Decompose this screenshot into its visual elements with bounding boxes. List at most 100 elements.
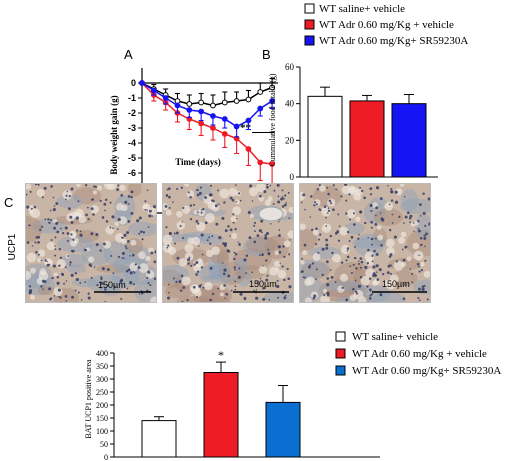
tissue-nucleus bbox=[371, 293, 374, 296]
tissue-droplet bbox=[219, 188, 230, 199]
chart-c-ytick-label: 50 bbox=[100, 440, 108, 449]
chart-a-annotation: ** bbox=[240, 122, 252, 134]
tissue-patch bbox=[352, 266, 366, 293]
tissue-nucleus bbox=[229, 228, 233, 232]
tissue-nucleus bbox=[54, 254, 57, 257]
tissue-nucleus bbox=[321, 273, 324, 276]
tissue-nucleus bbox=[51, 276, 54, 280]
tissue-nucleus bbox=[375, 253, 379, 256]
tissue-nucleus bbox=[264, 236, 268, 240]
tissue-nucleus bbox=[359, 266, 362, 269]
tissue-nucleus bbox=[374, 223, 378, 226]
ucp1-area-bar-chart: BAT UCP1 positive area 0 50 100 150 200 250 30… bbox=[84, 348, 380, 461]
tissue-nucleus bbox=[46, 260, 48, 263]
tissue-patch bbox=[193, 286, 230, 302]
tissue-nucleus bbox=[350, 235, 354, 239]
tissue-nucleus bbox=[372, 272, 376, 276]
tissue-droplet bbox=[386, 247, 395, 256]
tissue-nucleus bbox=[285, 202, 288, 204]
tissue-nucleus bbox=[65, 280, 68, 282]
chart-a-point bbox=[150, 87, 157, 94]
tissue-nucleus bbox=[64, 295, 68, 298]
tissue-nucleus bbox=[318, 184, 321, 187]
tissue-nucleus bbox=[138, 232, 141, 235]
tissue-nucleus bbox=[423, 284, 426, 287]
tissue-nucleus bbox=[402, 258, 406, 262]
tissue-nucleus bbox=[209, 298, 212, 302]
tissue-nucleus bbox=[44, 259, 47, 262]
tissue-nucleus bbox=[313, 204, 316, 207]
tissue-nucleus bbox=[147, 281, 150, 285]
tissue-nucleus bbox=[254, 222, 257, 224]
tissue-nucleus bbox=[266, 185, 269, 189]
tissue-nucleus bbox=[131, 253, 135, 257]
tissue-nucleus bbox=[354, 290, 358, 293]
tissue-nucleus bbox=[352, 288, 355, 291]
tissue-nucleus bbox=[178, 280, 182, 284]
legend-bottom-item-2: WT Adr 0.60 mg/Kg + vehicle bbox=[335, 348, 487, 360]
tissue-droplet bbox=[114, 221, 119, 227]
panel-letter-b: B bbox=[262, 47, 271, 62]
tissue-nucleus bbox=[325, 247, 329, 250]
tissue-nucleus bbox=[168, 195, 171, 199]
tissue-droplet bbox=[30, 267, 36, 274]
tissue-nucleus bbox=[127, 195, 131, 198]
tissue-nucleus bbox=[79, 281, 82, 284]
chart-c-ytick-label: 150 bbox=[96, 414, 108, 423]
tissue-nucleus bbox=[129, 255, 131, 257]
tissue-nucleus bbox=[428, 222, 430, 226]
tissue-nucleus bbox=[137, 266, 141, 270]
tissue-nucleus bbox=[326, 186, 329, 189]
chart-b-bar bbox=[391, 103, 427, 178]
tissue-droplet bbox=[206, 249, 214, 258]
tissue-nucleus bbox=[64, 266, 67, 269]
tissue-nucleus bbox=[209, 242, 212, 245]
tissue-droplet bbox=[313, 199, 321, 206]
tissue-nucleus bbox=[172, 277, 175, 280]
tissue-nucleus bbox=[198, 245, 200, 247]
tissue-nucleus bbox=[283, 255, 286, 258]
tissue-nucleus bbox=[423, 237, 427, 240]
tissue-patch bbox=[67, 264, 87, 274]
tissue-nucleus bbox=[309, 216, 311, 218]
tissue-nucleus bbox=[284, 203, 287, 207]
tissue-nucleus bbox=[394, 190, 398, 194]
tissue-nucleus bbox=[26, 205, 30, 209]
tissue-droplet bbox=[235, 199, 240, 205]
tissue-nucleus bbox=[311, 262, 315, 265]
tissue-nucleus bbox=[83, 248, 87, 252]
tissue-nucleus bbox=[112, 227, 114, 230]
tissue-nucleus bbox=[167, 244, 170, 247]
tissue-nucleus bbox=[187, 262, 190, 265]
tissue-nucleus bbox=[130, 190, 134, 194]
food-intake-bar-chart: B Cummulative food intake (g) 0 20 40 60 bbox=[262, 47, 438, 182]
chart-a-ytick-label: -3 bbox=[128, 123, 136, 133]
tissue-droplet bbox=[36, 257, 42, 263]
tissue-nucleus bbox=[196, 270, 200, 273]
tissue-nucleus bbox=[230, 289, 233, 292]
tissue-nucleus bbox=[327, 192, 330, 196]
tissue-nucleus bbox=[234, 268, 236, 271]
chart-a-point bbox=[269, 161, 275, 167]
chart-a-ylabel: Body weight gain (g) bbox=[109, 95, 119, 174]
tissue-nucleus bbox=[232, 221, 235, 224]
tissue-nucleus bbox=[262, 297, 266, 301]
tissue-nucleus bbox=[338, 225, 341, 228]
tissue-nucleus bbox=[204, 221, 208, 225]
tissue-nucleus bbox=[388, 203, 391, 206]
tissue-nucleus bbox=[86, 206, 89, 209]
tissue-droplet bbox=[377, 225, 382, 230]
tissue-nucleus bbox=[367, 248, 370, 252]
tissue-nucleus bbox=[346, 250, 349, 252]
tissue-nucleus bbox=[168, 291, 170, 294]
tissue-nucleus bbox=[66, 239, 69, 242]
tissue-droplet bbox=[283, 240, 291, 248]
tissue-nucleus bbox=[419, 236, 423, 240]
tissue-nucleus bbox=[234, 227, 237, 231]
tissue-nucleus bbox=[196, 193, 200, 197]
tissue-patch bbox=[235, 270, 252, 287]
tissue-nucleus bbox=[50, 185, 53, 188]
legend-top-item-2: WT Adr 0.60 mg/Kg + vehicle bbox=[304, 19, 454, 31]
tissue-nucleus bbox=[87, 218, 90, 221]
tissue-nucleus bbox=[90, 232, 94, 236]
